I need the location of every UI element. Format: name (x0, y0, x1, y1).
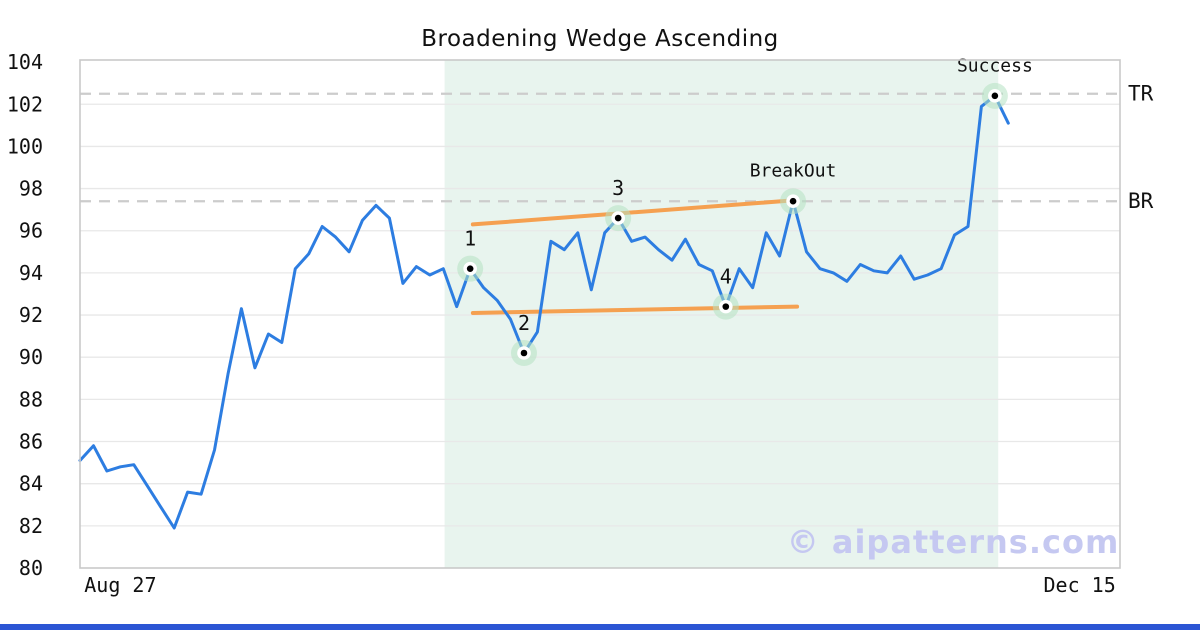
lower-wedge-line (470, 304, 800, 315)
bottom-accent-bar (0, 624, 1200, 630)
y-tick-label: 96 (19, 219, 43, 243)
y-tick-label: 80 (19, 556, 43, 580)
marker-dot-success (991, 92, 999, 100)
marker-label-3: 3 (612, 176, 624, 200)
y-tick-label: 84 (19, 472, 43, 496)
y-tick-label: 100 (7, 134, 43, 158)
x-tick-label: Dec 15 (1044, 573, 1116, 597)
marker-label-4: 4 (720, 265, 732, 289)
y-tick-label: 94 (19, 261, 43, 285)
marker-label-2: 2 (518, 311, 530, 335)
marker-dot-4 (722, 303, 730, 310)
level-label-br: BR (1128, 189, 1154, 213)
upper-wedge-line (470, 198, 798, 227)
y-tick-label: 98 (19, 177, 43, 201)
marker-dot-breakout (789, 197, 797, 205)
y-tick-label: 90 (19, 345, 43, 369)
marker-dot-3 (614, 214, 622, 222)
y-tick-label: 88 (19, 387, 43, 411)
y-tick-label: 104 (7, 50, 43, 74)
y-tick-label: 86 (19, 430, 43, 454)
y-tick-label: 92 (19, 303, 43, 327)
plot-border (79, 59, 1121, 569)
level-label-tr: TR (1128, 82, 1154, 106)
y-tick-label: 102 (7, 92, 43, 116)
y-tick-label: 82 (19, 514, 43, 538)
marker-label-breakout: BreakOut (750, 161, 837, 182)
price-line (78, 94, 1010, 530)
marker-label-success: Success (957, 55, 1033, 76)
watermark: © aipatterns.com (786, 523, 1120, 561)
marker-label-1: 1 (464, 227, 476, 251)
chart-title: Broadening Wedge Ascending (421, 26, 779, 52)
marker-dot-2 (520, 349, 528, 357)
x-tick-label: Aug 27 (84, 573, 156, 597)
marker-dot-1 (466, 265, 474, 272)
